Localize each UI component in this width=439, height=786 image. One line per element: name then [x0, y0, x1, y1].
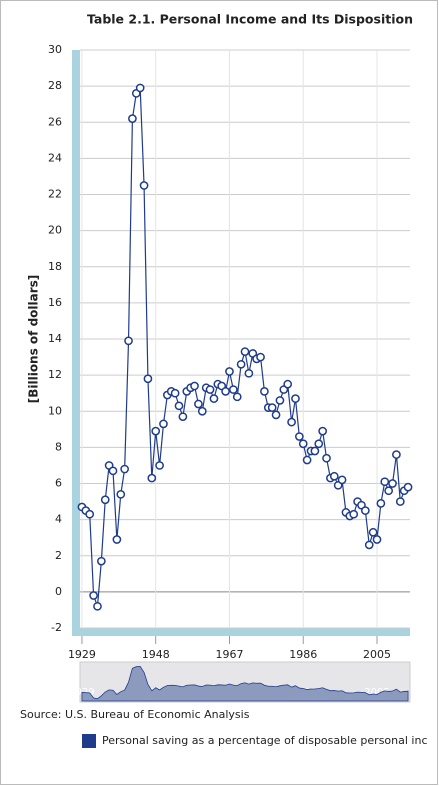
point [100, 495, 110, 505]
y-tick-label: 2 [55, 549, 62, 562]
point [322, 453, 331, 463]
point [314, 439, 324, 449]
point [368, 527, 378, 537]
point [190, 381, 199, 391]
y-tick-label: 10 [48, 404, 62, 417]
point [174, 401, 184, 411]
point [384, 486, 393, 496]
point [89, 591, 98, 600]
y-tick-label: 12 [48, 368, 62, 381]
x-tick-label: 1929 [68, 648, 96, 661]
point [124, 336, 133, 346]
x-tick-label: 2005 [363, 648, 391, 661]
point [302, 455, 312, 465]
y-tick-label: 14 [48, 332, 62, 345]
point [155, 461, 164, 470]
point [291, 394, 300, 403]
point [271, 410, 281, 420]
y-tick-label: 16 [48, 296, 62, 309]
point [329, 471, 339, 481]
y-axis-label: [Billions of dollars] [27, 275, 41, 404]
point [194, 399, 203, 409]
point [244, 368, 254, 378]
navigator-label: 2005 [364, 687, 389, 698]
point [275, 396, 285, 405]
point [159, 419, 168, 429]
point [139, 181, 149, 190]
point [116, 489, 126, 499]
y-tick-label: 26 [48, 115, 62, 128]
point [361, 506, 370, 515]
point [209, 394, 219, 403]
point [178, 412, 188, 422]
point [232, 392, 242, 402]
point [108, 466, 118, 476]
point [298, 439, 308, 449]
point [318, 426, 327, 436]
point [229, 385, 238, 394]
point [267, 403, 277, 412]
y-tick-label: 6 [55, 477, 62, 490]
point [240, 347, 250, 356]
point [170, 388, 180, 398]
axis-band [72, 50, 80, 636]
x-tick-label: 1986 [289, 648, 317, 661]
point [349, 509, 359, 519]
x-tick-label: 1967 [215, 648, 243, 661]
y-tick-label: 4 [55, 513, 62, 526]
point [197, 406, 207, 416]
point [256, 352, 265, 362]
y-tick-label: 20 [48, 224, 62, 237]
point [151, 426, 161, 436]
point [205, 385, 215, 394]
point [283, 379, 293, 389]
y-tick-label: 18 [48, 260, 62, 273]
point [97, 556, 106, 566]
point [380, 477, 390, 487]
y-tick-label: 28 [48, 79, 62, 92]
point [143, 374, 153, 384]
navigator-area [81, 665, 409, 702]
point [395, 497, 405, 506]
point [337, 475, 347, 485]
point [376, 499, 386, 508]
point [85, 509, 95, 519]
point [372, 535, 382, 544]
point [310, 446, 320, 456]
point [236, 359, 246, 369]
point [221, 387, 230, 396]
axis-band [72, 628, 410, 636]
point [388, 479, 397, 488]
legend-swatch [82, 734, 96, 748]
point [260, 387, 269, 396]
point [93, 601, 102, 611]
y-tick-label: 24 [48, 151, 62, 164]
point [135, 83, 145, 93]
point [128, 114, 137, 123]
source: Source: U.S. Bureau of Economic Analysis [20, 708, 250, 721]
y-tick-label: 22 [48, 188, 62, 201]
legend-label: Personal saving as a percentage of dispo… [102, 734, 428, 747]
y-tick-label: -2 [51, 621, 62, 634]
point [287, 417, 296, 427]
y-tick-label: 8 [55, 440, 62, 453]
point [147, 473, 157, 483]
point [364, 540, 374, 550]
point [120, 464, 129, 474]
point [295, 432, 304, 441]
point [403, 482, 413, 492]
y-tick-label: 30 [48, 43, 62, 56]
y-tick-label: 0 [55, 585, 62, 598]
point [112, 535, 122, 544]
point [392, 450, 401, 459]
x-tick-label: 1948 [142, 648, 170, 661]
point [225, 367, 234, 376]
chart-title: Table 2.1. Personal Income and Its Dispo… [87, 12, 413, 27]
